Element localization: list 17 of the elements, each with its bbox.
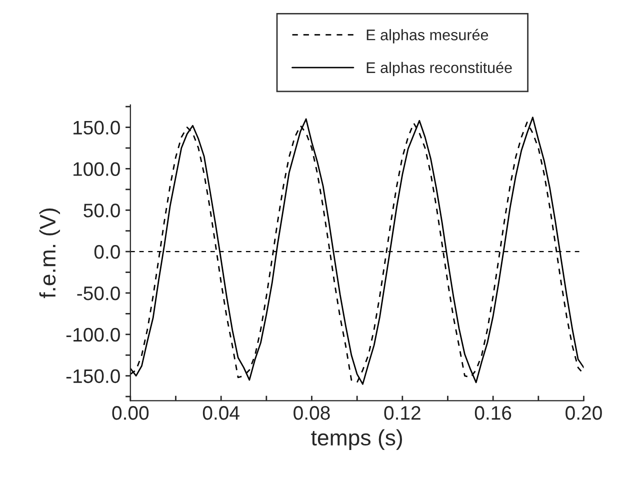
y-tick-label: 100.0 <box>74 162 120 176</box>
x-tick-label: 0.00 <box>112 406 149 420</box>
x-tick-label: 0.04 <box>202 406 240 420</box>
x-tick-label: 0.12 <box>384 406 420 420</box>
legend-label: E alphas mesurée <box>366 28 488 44</box>
y-axis-title: f.e.m. (V) <box>39 208 60 298</box>
y-tick-label: -150.0 <box>66 369 120 384</box>
x-tick-label: 0.20 <box>566 406 602 420</box>
y-tick-label: 50.0 <box>84 204 120 218</box>
legend-label: E alphas reconstituée <box>366 62 512 76</box>
x-tick-label: 0.08 <box>294 406 330 420</box>
y-tick-label: -100.0 <box>66 328 120 342</box>
y-tick-label: -50.0 <box>77 286 120 300</box>
y-tick-label: 150.0 <box>74 120 120 135</box>
x-tick-label: 0.16 <box>474 406 512 420</box>
x-axis-title: temps (s) <box>311 429 402 450</box>
y-tick-label: 0.0 <box>94 245 120 259</box>
